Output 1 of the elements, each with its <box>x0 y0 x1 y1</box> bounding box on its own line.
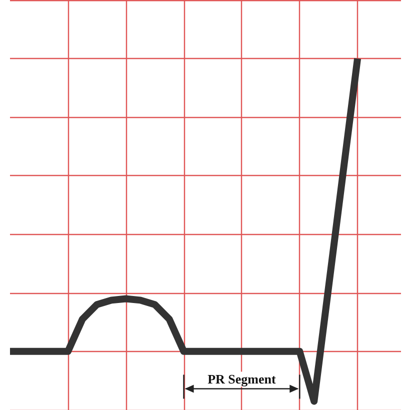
annotation: PR Segment <box>208 372 276 387</box>
